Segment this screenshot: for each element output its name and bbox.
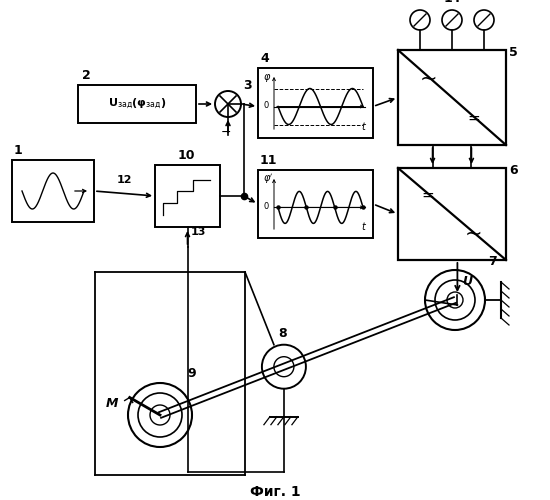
Text: $\varphi'$: $\varphi'$ (263, 172, 274, 186)
Bar (258, 68, 373, 138)
Bar (78, 85, 196, 123)
Bar (155, 165, 220, 227)
Text: 4: 4 (260, 52, 269, 65)
Text: =: = (422, 188, 435, 203)
Text: U: U (463, 275, 472, 288)
Text: 5: 5 (509, 46, 518, 59)
Text: 13: 13 (190, 227, 206, 237)
Text: 10: 10 (178, 149, 195, 162)
Text: 9: 9 (187, 367, 196, 380)
Text: Фиг. 1: Фиг. 1 (250, 485, 300, 499)
Text: 14: 14 (443, 0, 461, 5)
Bar (12, 160, 94, 222)
Text: 0: 0 (263, 202, 268, 211)
Text: $t$: $t$ (361, 120, 367, 132)
Text: 8: 8 (278, 326, 287, 340)
Text: 0: 0 (263, 101, 268, 110)
Text: =: = (468, 111, 480, 126)
Text: 1: 1 (14, 144, 23, 157)
Text: M: M (106, 397, 118, 410)
Bar (398, 168, 506, 260)
Text: 2: 2 (82, 69, 91, 82)
Text: ~: ~ (465, 224, 482, 244)
Bar (258, 170, 373, 238)
Text: 11: 11 (260, 154, 278, 167)
Text: 12: 12 (117, 175, 132, 185)
Text: 6: 6 (509, 164, 518, 177)
Text: −: − (221, 126, 231, 139)
Text: $\varphi$: $\varphi$ (263, 72, 271, 84)
Text: ~: ~ (420, 68, 437, 88)
Text: $\mathbf{U_{\mathrm{зад}}(\varphi_{\mathrm{зад}})}$: $\mathbf{U_{\mathrm{зад}}(\varphi_{\math… (108, 96, 166, 112)
Text: 3: 3 (243, 79, 252, 92)
Text: $t$: $t$ (361, 220, 367, 232)
Bar (398, 50, 506, 145)
Text: 7: 7 (488, 255, 497, 268)
